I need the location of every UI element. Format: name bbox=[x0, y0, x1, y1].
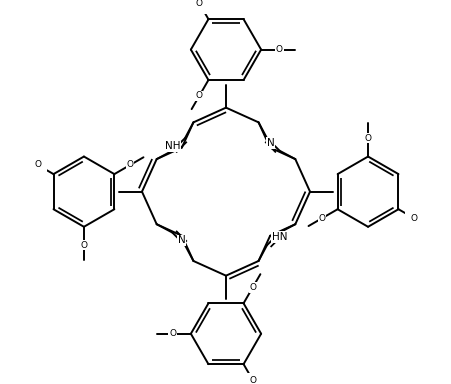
Text: O: O bbox=[318, 214, 325, 223]
Text: N: N bbox=[177, 235, 185, 245]
Text: O: O bbox=[410, 214, 417, 223]
Text: HN: HN bbox=[272, 232, 287, 242]
Text: N: N bbox=[266, 138, 274, 148]
Text: O: O bbox=[169, 329, 175, 338]
Text: O: O bbox=[249, 376, 256, 384]
Text: NH: NH bbox=[164, 141, 179, 151]
Text: O: O bbox=[364, 134, 371, 143]
Text: O: O bbox=[80, 241, 87, 250]
Text: O: O bbox=[276, 45, 282, 54]
Text: O: O bbox=[34, 161, 41, 169]
Text: O: O bbox=[126, 161, 133, 169]
Text: O: O bbox=[195, 0, 202, 8]
Text: O: O bbox=[249, 283, 256, 292]
Text: O: O bbox=[195, 91, 202, 100]
